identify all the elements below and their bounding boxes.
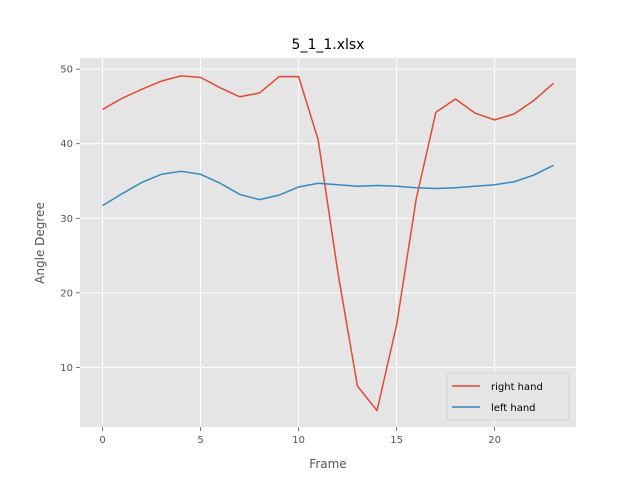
x-axis-label: Frame	[309, 457, 346, 471]
y-axis-ticks: 10 20 30 40 50	[60, 65, 80, 374]
legend-label-left-hand: left hand	[491, 403, 536, 414]
y-tick-label: 10	[60, 363, 73, 374]
series-line-right-hand	[102, 75, 554, 412]
series-layer	[102, 75, 554, 412]
x-tick-label: 0	[99, 435, 105, 446]
legend: right hand left hand	[446, 372, 570, 421]
series-line-left-hand	[102, 164, 554, 207]
y-axis-label: Angle Degree	[33, 202, 47, 284]
y-tick-label: 40	[60, 139, 73, 150]
legend-label-right-hand: right hand	[491, 382, 543, 393]
x-tick-label: 20	[488, 435, 501, 446]
x-tick-label: 5	[197, 435, 203, 446]
plot-area	[80, 58, 576, 427]
chart-title: 5_1_1.xlsx	[292, 37, 365, 53]
x-axis-ticks: 0 5 10 15 20	[99, 427, 501, 446]
y-tick-label: 20	[60, 288, 73, 299]
x-tick-label: 15	[390, 435, 403, 446]
y-tick-label: 30	[60, 214, 73, 225]
grid-lines	[80, 58, 576, 427]
y-tick-label: 50	[60, 65, 73, 76]
x-tick-label: 10	[292, 435, 305, 446]
legend-box	[446, 372, 570, 421]
